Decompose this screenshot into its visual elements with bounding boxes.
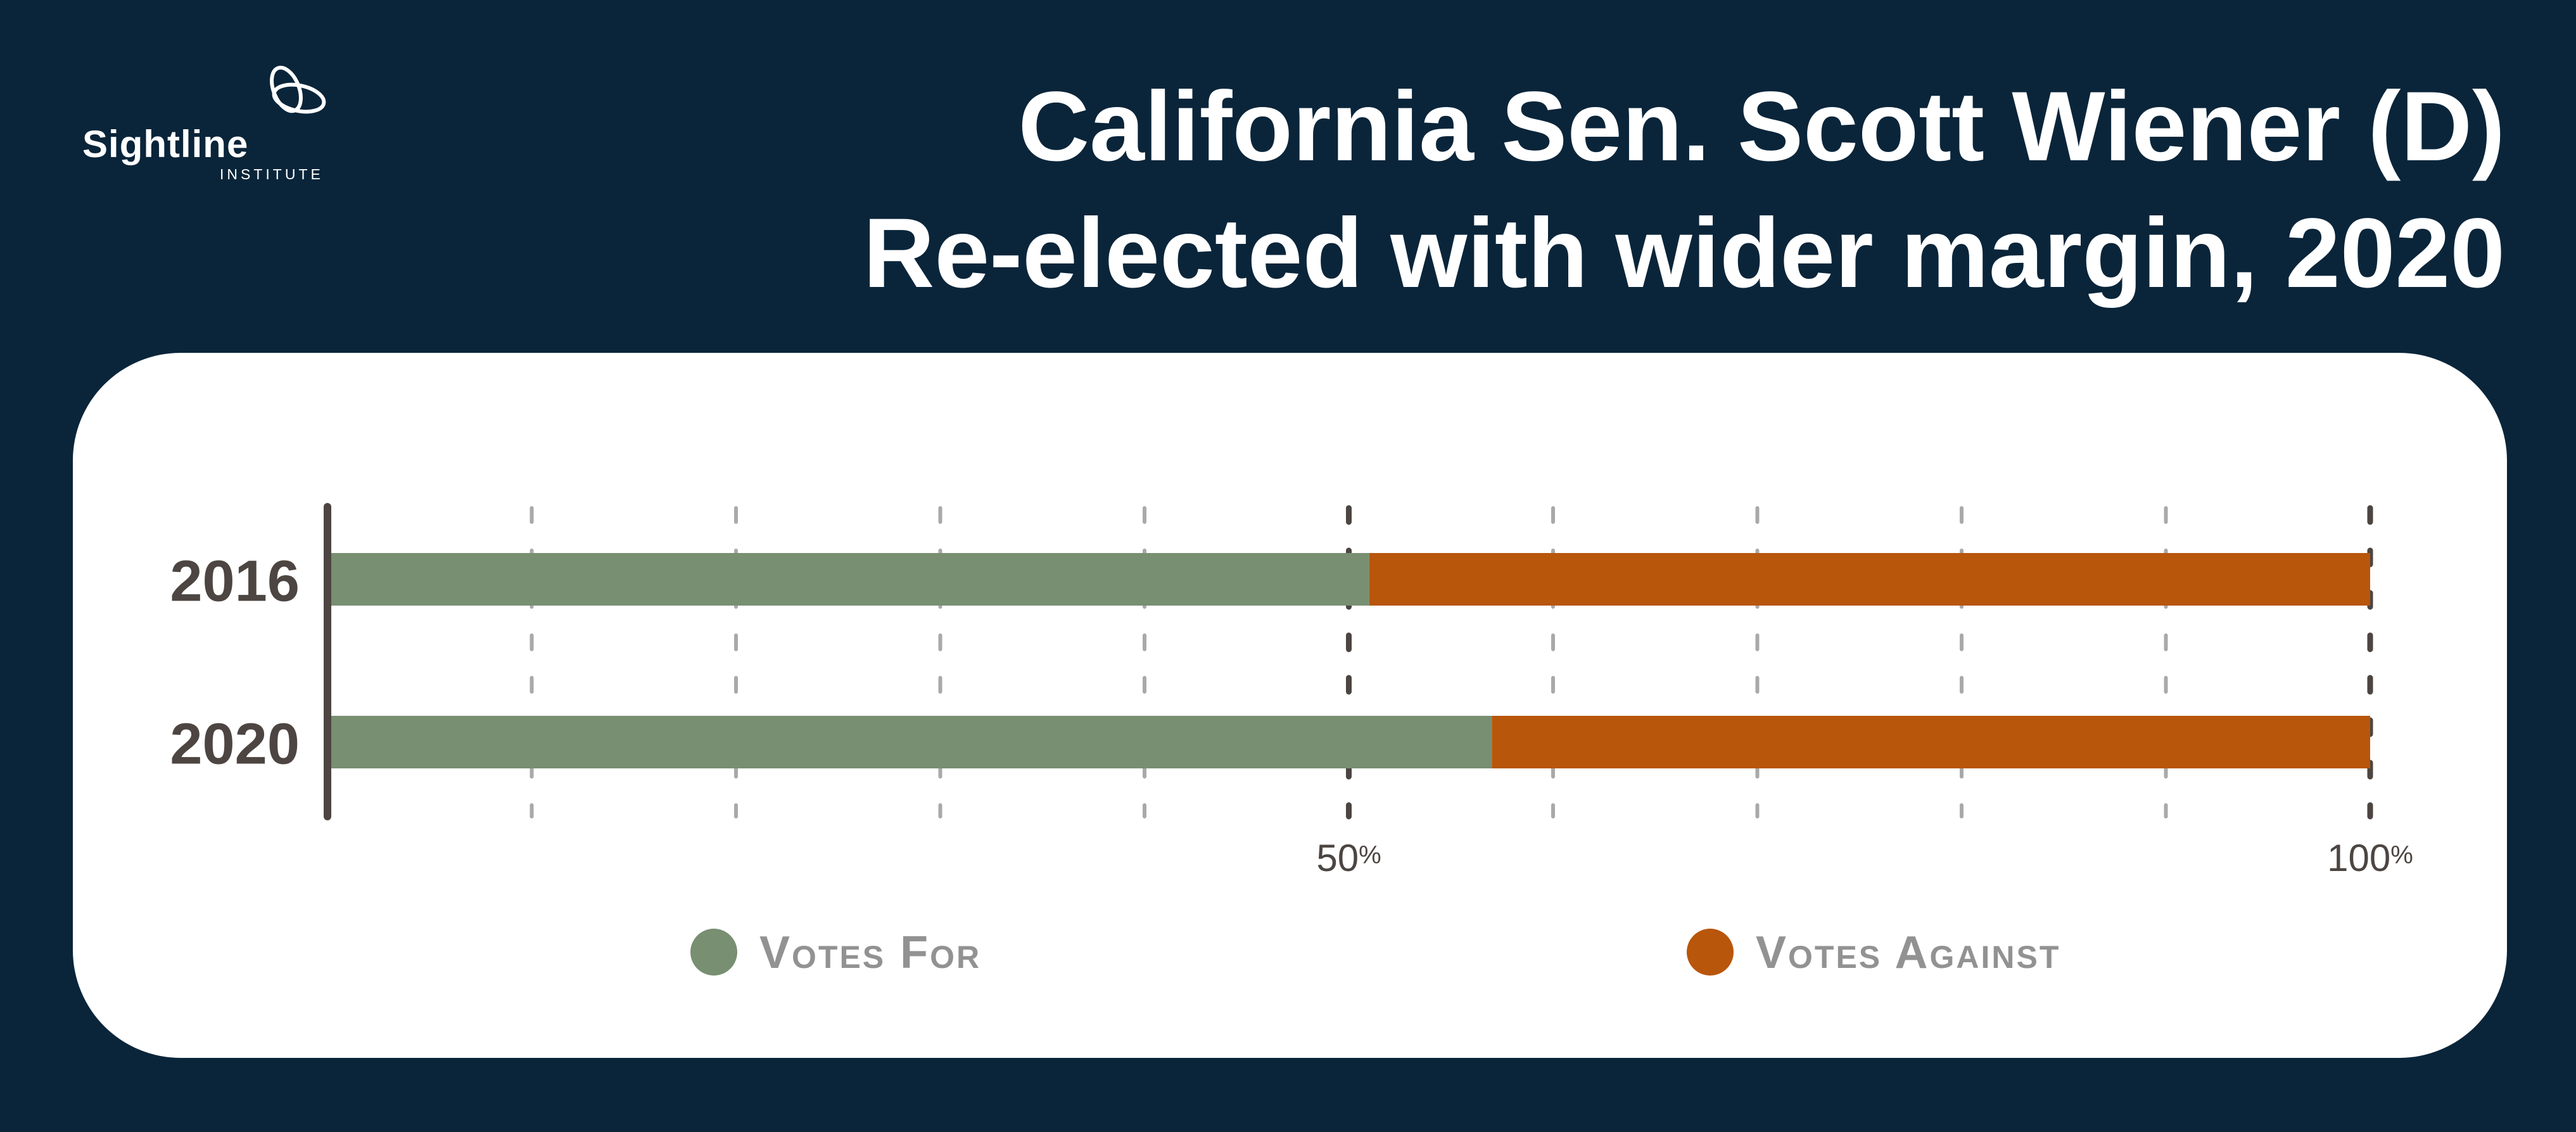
legend-label-votes-against: Votes Against <box>1756 927 2060 978</box>
legend-label-votes-for: Votes For <box>759 927 981 978</box>
tick-label-number: 100 <box>2327 837 2390 879</box>
chart-card: 2016 2020 50% 100% Votes For Votes Against <box>73 353 2507 1058</box>
tick-label-50: 50% <box>1316 837 1381 879</box>
bar-2020-votes-against <box>1492 716 2370 768</box>
chart-title-line-1: California Sen. Scott Wiener (D) <box>1018 72 2505 182</box>
tick-label-100: 100% <box>2327 837 2413 879</box>
chart-title: California Sen. Scott Wiener (D) Re-elec… <box>863 63 2505 317</box>
sightline-swirl-icon <box>270 65 326 114</box>
sightline-logo: Sightline INSTITUTE <box>82 60 336 193</box>
tick-label-unit: % <box>2390 841 2413 869</box>
bar-2016-votes-against <box>1369 553 2370 606</box>
tick-label-number: 50 <box>1316 837 1359 879</box>
legend-swatch-votes-against <box>1687 929 1734 976</box>
bar-2016-votes-for <box>327 553 1369 606</box>
chart-title-line-2: Re-elected with wider margin, 2020 <box>863 198 2505 308</box>
logo-wordmark: Sightline <box>82 123 249 165</box>
category-label-2016: 2016 <box>170 549 300 614</box>
tick-label-unit: % <box>1359 841 1381 869</box>
category-label-2020: 2020 <box>170 712 300 777</box>
bar-2020-votes-for <box>327 716 1492 768</box>
logo-subtitle: INSTITUTE <box>220 166 324 182</box>
legend-swatch-votes-for <box>690 929 737 976</box>
